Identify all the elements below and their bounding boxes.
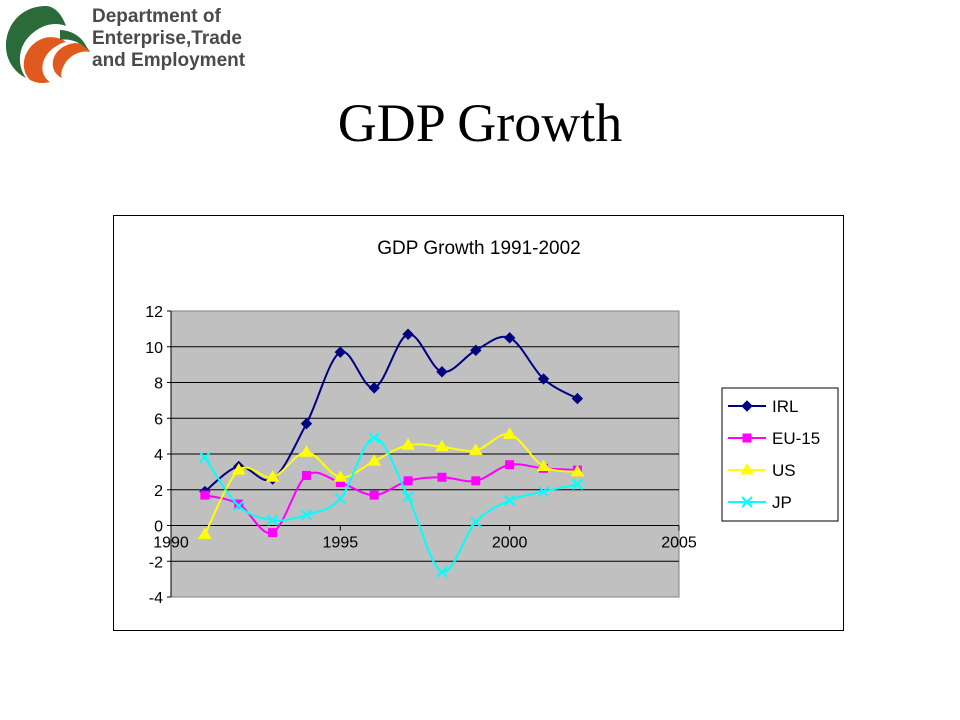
x-tick-label: 1995 [323,535,359,552]
data-point-us [536,459,551,472]
gdp-line-chart: GDP Growth 1991-2002 -4 -2 0 2 4 6 8 10 12 1990 19… [113,215,844,631]
y-tick-label: 0 [154,519,163,536]
logo-line-2: Enterprise,Trade [92,28,242,49]
data-point-eu-15 [268,528,278,538]
data-point-us [367,454,382,466]
logo-emblem-icon [6,6,90,84]
data-point-irl [537,373,550,385]
data-point-irl [571,392,584,405]
data-point-jp [233,500,245,512]
legend-marker-eu-15 [742,433,752,443]
chart-container: GDP Growth 1991-2002 -4 -2 0 2 4 6 8 10 12 1990 19… [113,215,844,631]
data-point-us [197,527,212,539]
y-tick-label: -2 [149,554,163,571]
x-tick-label: 1990 [153,535,189,552]
data-point-jp [436,566,448,578]
data-point-irl [503,332,516,344]
y-tick-label: 10 [145,340,163,357]
data-point-jp [199,451,211,464]
data-point-us [435,439,449,452]
logo-line-1: Department of [92,6,221,27]
data-point-eu-15 [200,490,210,500]
legend-label: US [772,461,796,480]
legend-label: JP [772,493,792,512]
data-point-jp [537,485,550,498]
data-point-irl [436,366,448,378]
y-tick-label: 4 [154,447,163,464]
data-point-us [299,445,314,457]
data-point-irl [470,344,482,357]
data-point-us [231,463,246,475]
legend-label: EU-15 [772,429,820,448]
data-point-irl [402,328,414,340]
data-point-eu-15 [369,490,379,500]
data-point-eu-15 [403,476,413,486]
department-logo: Department of Enterprise,Trade and Emplo… [0,0,280,90]
data-point-jp [503,494,516,507]
x-tick-label: 2000 [492,535,528,552]
data-point-irl [334,346,347,358]
data-point-irl [368,382,380,394]
data-point-us [570,464,585,477]
data-point-jp [266,514,279,526]
y-tick-label: 6 [154,411,163,428]
data-point-jp [402,491,414,503]
data-point-us [502,427,517,439]
y-tick-label: -4 [149,590,163,607]
x-tick-label: 2005 [661,535,697,552]
slide-title: GDP Growth [337,93,623,153]
data-point-us [468,443,483,455]
data-point-us [265,470,280,482]
data-point-jp [334,492,347,505]
data-point-us [333,470,348,482]
y-tick-label: 8 [154,376,163,393]
data-point-eu-15 [471,476,481,486]
legend [721,387,839,522]
legend-marker-us [740,463,754,475]
data-point-eu-15 [234,499,244,509]
data-point-jp [300,509,313,521]
data-point-eu-15 [301,470,311,480]
data-point-jp [571,478,584,491]
legend-label: IRL [772,397,798,416]
data-point-eu-15 [437,472,447,482]
data-point-us [401,438,415,450]
data-point-jp [368,432,380,444]
data-point-eu-15 [505,460,515,470]
legend-marker-jp [741,496,753,508]
legend-marker-irl [741,400,753,412]
y-tick-label: 12 [145,304,163,321]
logo-line-3: and Employment [92,50,246,71]
data-point-irl [300,417,313,430]
data-point-jp [470,516,482,528]
y-tick-label: 2 [154,483,163,500]
chart-title: GDP Growth 1991-2002 [377,238,581,259]
